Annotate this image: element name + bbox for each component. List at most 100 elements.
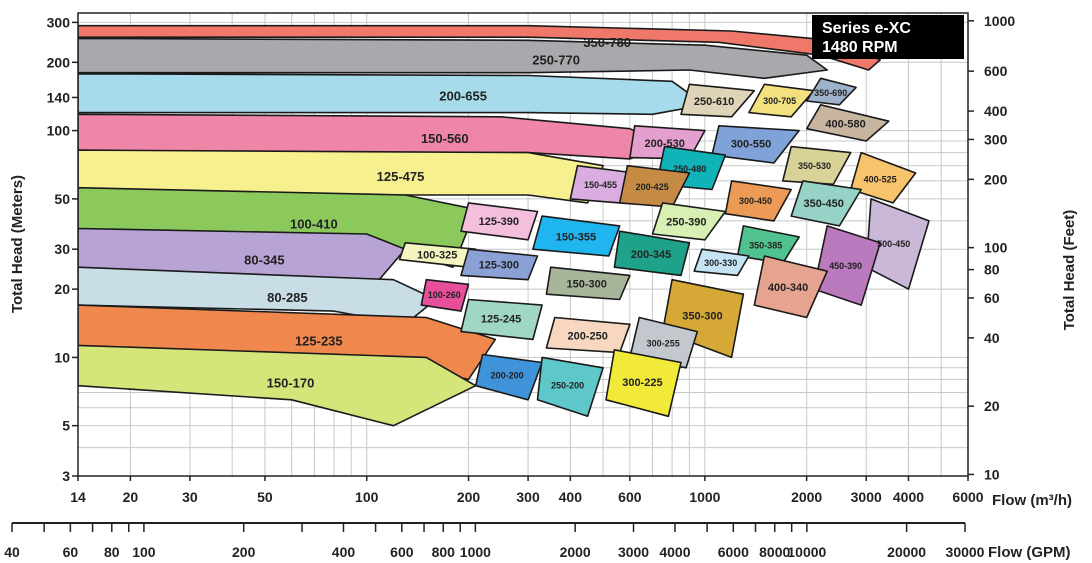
left-tick-label: 100 [47,123,71,139]
region-label: 150-355 [556,232,596,244]
region-300-705 [748,83,815,118]
gpm-tick-label: 2000 [560,544,591,560]
region-label: 500-450 [877,239,910,249]
region-250-200 [536,356,604,418]
region-label: 350-530 [798,161,831,171]
region-200-200 [474,353,543,401]
x-tick-label: 1000 [689,489,720,505]
x-tick-label: 6000 [952,489,983,505]
region-label: 200-655 [439,89,487,104]
gpm-tick-label: 4000 [659,544,690,560]
chart-title-line2: 1480 RPM [822,39,898,56]
x-tick-label: 4000 [893,489,924,505]
region-label: 200-345 [631,249,671,261]
gpm-tick-label: 30000 [946,544,985,560]
y-axis-left-label: Total Head (Meters) [9,175,26,313]
region-label: 200-200 [491,371,524,381]
gpm-tick-label: 8000 [759,544,790,560]
y-axis-right-label: Total Head (Feet) [1061,210,1078,331]
x-axis-top-label: Flow (m³/h) [992,492,1072,509]
gpm-tick-label: 400 [332,544,356,560]
region-label: 300-705 [763,96,796,106]
region-label: 350-780 [583,35,631,50]
gpm-tick-label: 600 [390,544,414,560]
gpm-tick-label: 40 [4,544,20,560]
x-axis-m3h: 14 20 30 50 100 200 300 400 600 1000 2000 3000 4000 6… [70,476,984,505]
region-label: 150-560 [421,131,469,146]
left-tick-label: 50 [54,191,70,207]
plot-border [77,12,969,477]
left-tick-label: 20 [54,281,70,297]
region-300-330 [693,248,750,277]
left-y-axis: 300 200 140 100 50 30 20 10 5 3 [47,14,78,484]
region-125-245 [460,298,543,341]
region-125-300 [460,248,539,281]
right-y-axis: 1000 600 400 300 200 100 80 60 40 20 10 [968,13,1015,482]
left-tick-label: 300 [47,14,71,30]
region-label: 80-285 [267,290,307,305]
left-tick-label: 140 [47,89,71,105]
x-tick-label: 300 [516,489,540,505]
gpm-tick-label: 60 [63,544,79,560]
region-label: 250-390 [666,217,706,229]
right-tick-label: 20 [984,398,1000,414]
x-tick-label: 3000 [851,489,882,505]
region-label: 250-770 [532,53,580,68]
region-200-655 [78,73,706,116]
right-tick-label: 60 [984,290,1000,306]
gpm-tick-label: 6000 [718,544,749,560]
region-label: 300-550 [731,138,771,150]
gpm-tick-label: 1000 [460,544,491,560]
region-label: 400-580 [825,119,865,131]
x-axis-bottom-label: Flow (GPM) [988,544,1071,561]
region-label: 100-260 [428,290,461,300]
region-label: 200-425 [636,182,669,192]
right-tick-label: 400 [984,103,1008,119]
region-label: 100-410 [290,217,338,232]
x-tick-label: 600 [618,489,642,505]
region-125-390 [460,202,539,241]
region-label: 125-300 [479,260,519,272]
region-400-525 [849,151,917,204]
left-tick-label: 3 [62,468,70,484]
gpm-tick-label: 3000 [618,544,649,560]
region-350-690 [805,77,857,106]
right-tick-label: 300 [984,131,1008,147]
region-250-610 [680,83,756,118]
left-tick-label: 200 [47,54,71,70]
region-300-550 [711,125,800,164]
chart-title-line1: Series e-XC [822,20,911,37]
region-150-355 [532,215,621,257]
region-label: 300-450 [739,196,772,206]
right-tick-label: 10 [984,466,1000,482]
x-tick-label: 50 [257,489,273,505]
region-100-260 [420,278,470,312]
region-label: 150-170 [267,376,315,391]
region-300-225 [605,349,682,418]
x-tick-label: 20 [123,489,139,505]
region-label: 125-475 [377,169,425,184]
region-label: 80-345 [244,253,284,268]
region-150-170 [78,344,477,427]
region-label: 150-455 [584,180,617,190]
x-tick-label: 400 [559,489,583,505]
title-box: Series e-XC 1480 RPM [812,15,964,59]
region-350-450 [790,180,862,227]
region-label: 400-525 [864,175,897,185]
region-350-780 [78,24,881,71]
right-tick-label: 600 [984,63,1008,79]
right-tick-label: 200 [984,171,1008,187]
region-150-300 [545,266,631,301]
gpm-tick-label: 200 [232,544,256,560]
x-tick-label: 2000 [791,489,822,505]
region-label: 200-530 [645,138,685,150]
gpm-tick-label: 800 [432,544,456,560]
region-400-580 [805,104,890,142]
region-label: 125-235 [295,334,343,349]
region-label: 125-390 [479,216,519,228]
region-200-345 [613,230,691,277]
region-label: 250-200 [551,380,584,390]
region-350-530 [782,145,852,186]
region-400-340 [753,255,828,319]
